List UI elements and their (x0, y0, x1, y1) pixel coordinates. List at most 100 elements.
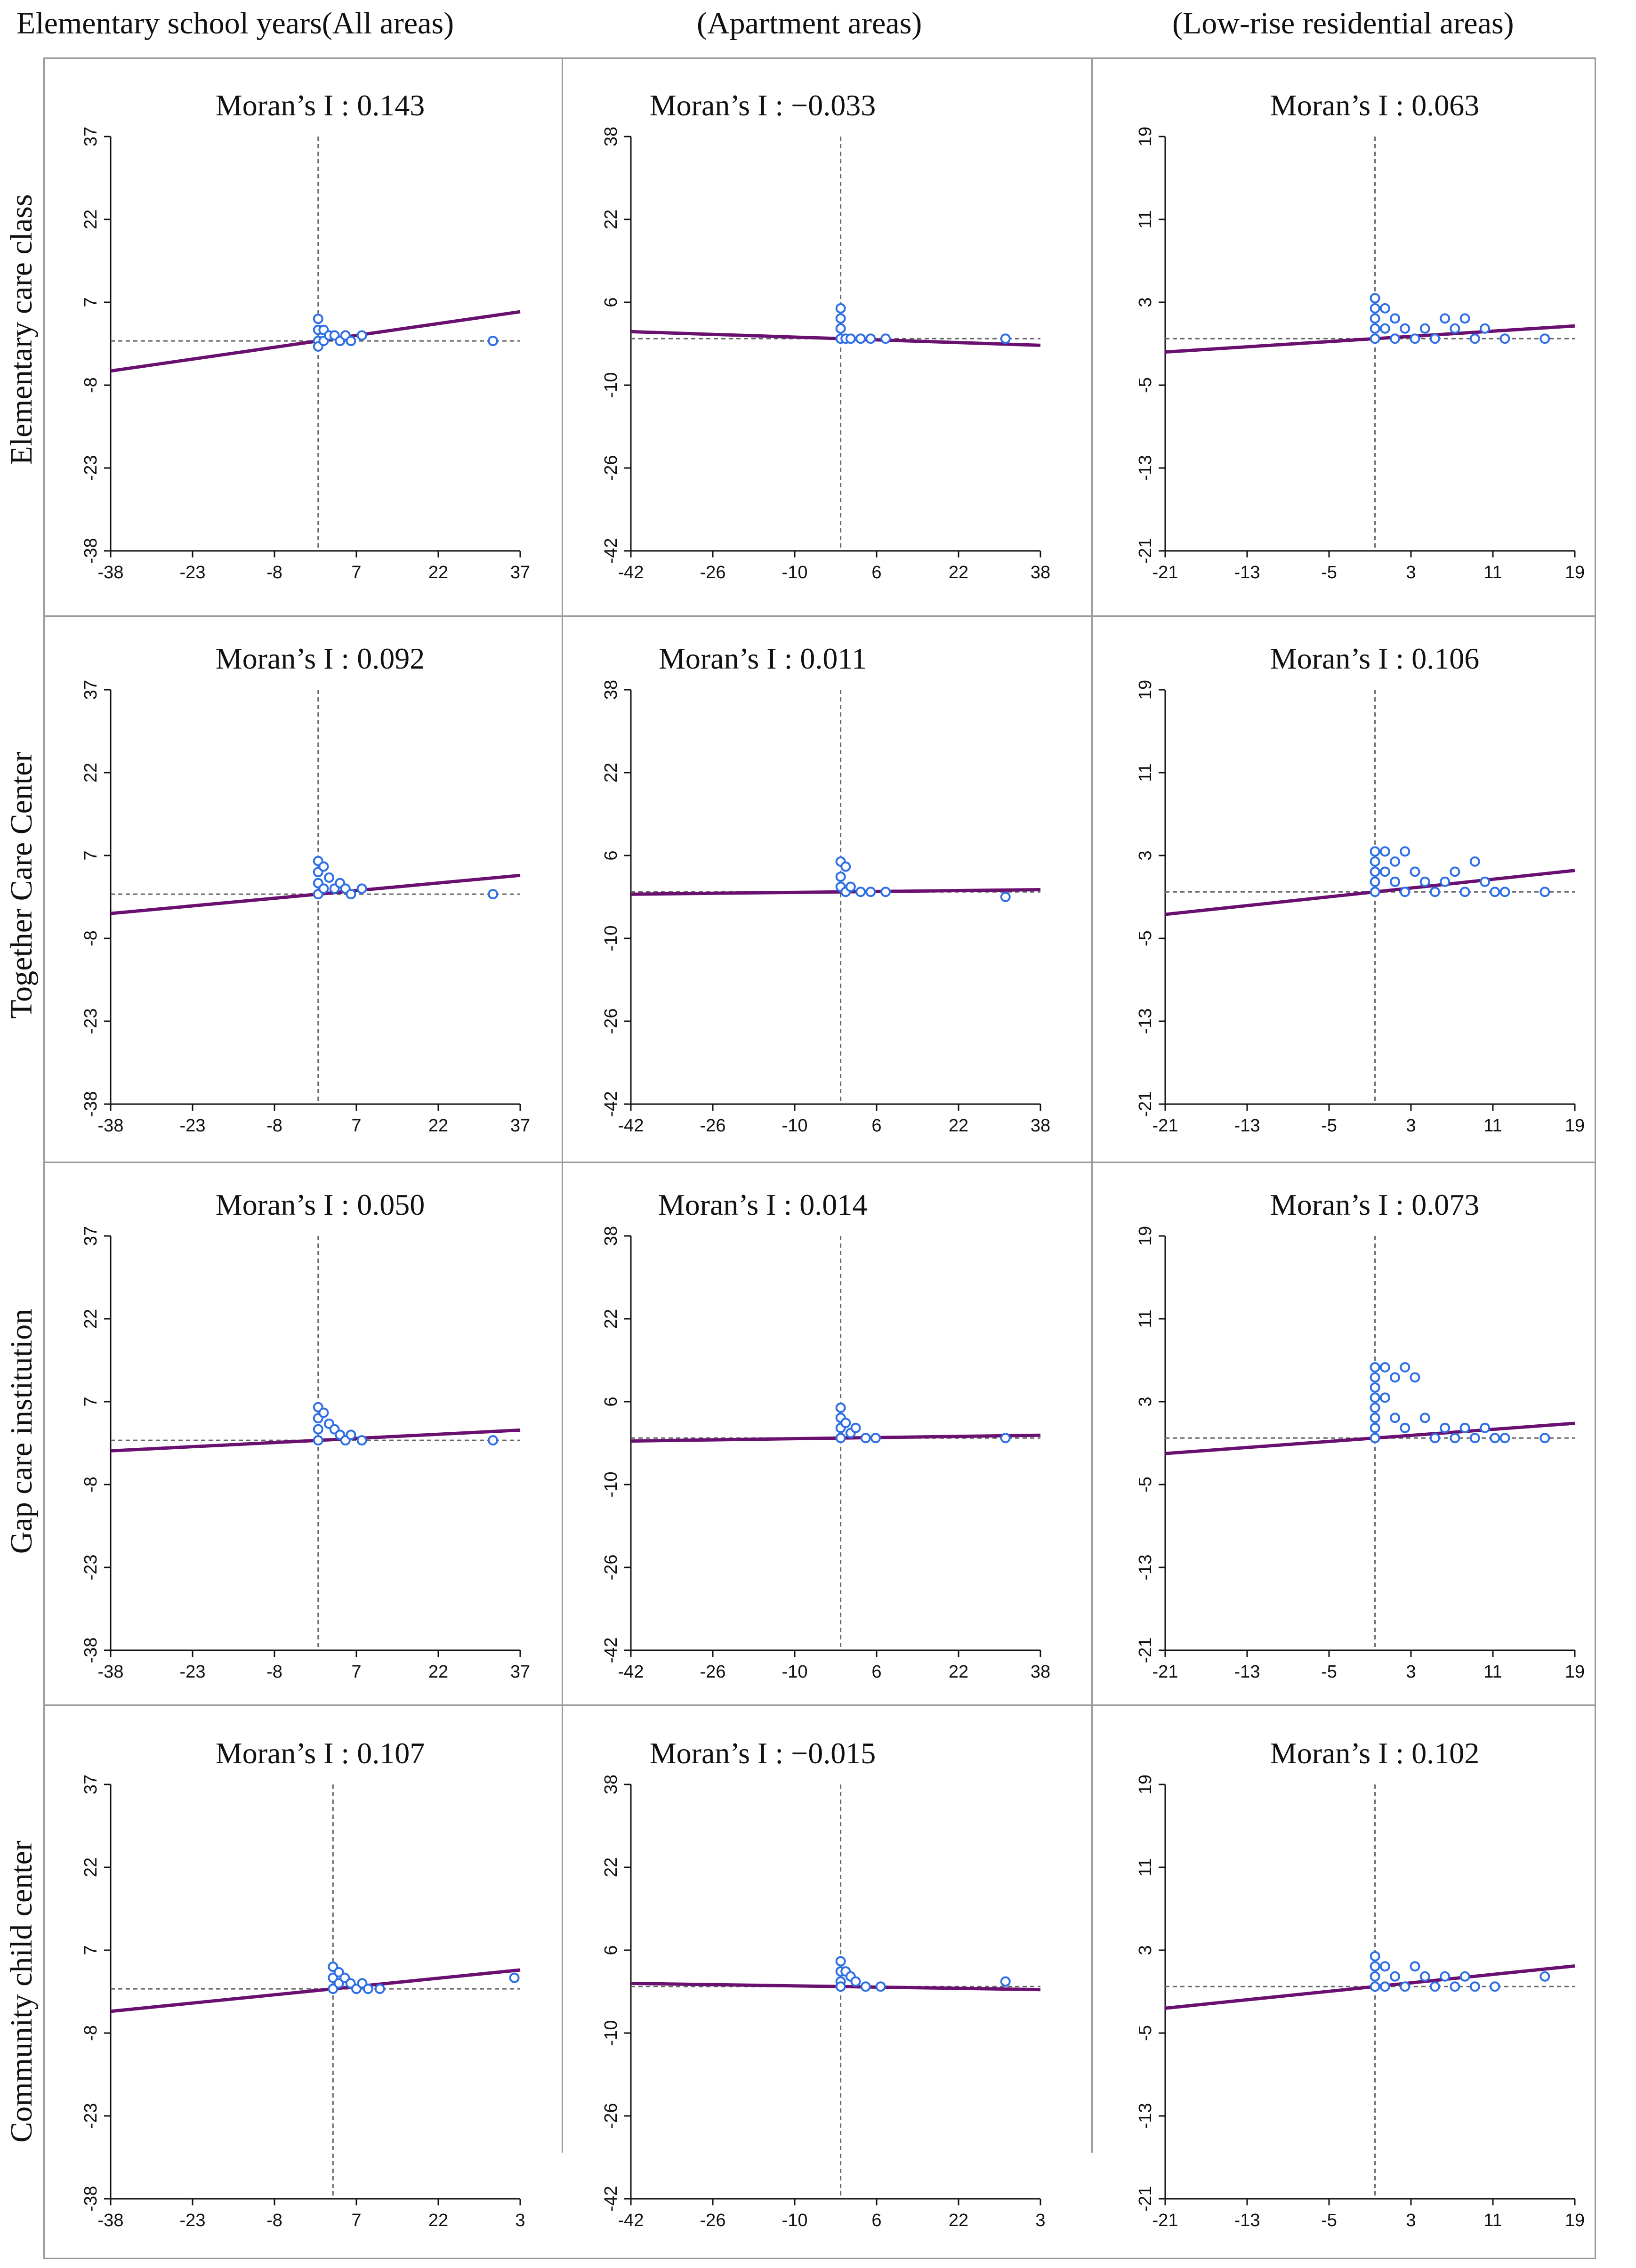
column-header-low-rise-areas: (Low-rise residential areas) (1172, 6, 1514, 40)
data-point (1490, 887, 1500, 897)
data-point (356, 330, 367, 341)
moran-plot-r2-c2: Moran’s I : 0.073 -21 -13 -5 3 11 19 -21 -13 -5 3 1… (1136, 1188, 1585, 1682)
x-tick-label: 38 (1031, 1662, 1050, 1682)
data-point (865, 333, 876, 344)
y-tick-label: 22 (601, 763, 621, 783)
column-header-all-areas: Elementary school years(All areas) (16, 6, 454, 40)
moran-i-title: Moran’s I : 0.092 (216, 642, 425, 675)
moran-i-title: Moran’s I : 0.106 (1270, 642, 1479, 675)
moran-plot-r3-c1: Moran’s I : −0.015 -42 -26 -10 6 22 3 -42 -26 -10… (601, 1736, 1046, 2230)
x-tick-label: 11 (1483, 2211, 1502, 2230)
data-point (835, 1956, 846, 1967)
moran-plot-r2-c0: Moran’s I : 0.050 -38 -23 -8 7 22 37 -38 -23 -8 7 2… (81, 1188, 530, 1682)
data-point (1450, 866, 1460, 877)
figure-frame (43, 57, 1596, 2259)
x-tick-label: -42 (618, 2211, 644, 2230)
data-point (1370, 1402, 1380, 1413)
x-tick-label: -8 (266, 1662, 282, 1682)
x-tick-label: 7 (351, 2211, 361, 2230)
data-point (835, 303, 846, 314)
data-point (1410, 866, 1420, 877)
x-tick-label: -23 (180, 2211, 206, 2230)
y-tick-label: 6 (601, 1945, 621, 1955)
data-point (374, 1984, 385, 1994)
data-point (835, 1433, 846, 1444)
column-header-apartment-areas: (Apartment areas) (697, 6, 922, 40)
row-separator-1 (43, 615, 1596, 617)
data-point (1379, 1981, 1390, 1992)
y-tick-label: -26 (601, 2103, 621, 2129)
y-tick-label: 3 (1136, 850, 1155, 860)
data-point (1490, 1981, 1500, 1992)
data-point (1450, 323, 1460, 334)
data-point (1370, 1412, 1380, 1423)
data-point (1379, 303, 1390, 314)
moran-i-title: Moran’s I : 0.102 (1270, 1736, 1479, 1770)
data-point (509, 1972, 520, 1983)
y-tick-label: -38 (81, 1091, 101, 1117)
moran-plot-r1-c0: Moran’s I : 0.092 -38 -23 -8 7 22 37 -38 -23 -8 7 2… (81, 642, 530, 1136)
x-tick-label: 19 (1565, 2211, 1585, 2230)
data-point (1469, 1433, 1480, 1444)
data-point (1370, 866, 1380, 877)
y-tick-label: 6 (601, 850, 621, 860)
data-point (1379, 1362, 1390, 1373)
x-tick-label: -38 (98, 2211, 124, 2230)
x-tick-label: -21 (1152, 2211, 1178, 2230)
data-point (1400, 1362, 1410, 1373)
data-point (1440, 313, 1451, 324)
x-tick-label: 37 (510, 1662, 530, 1682)
moran-plot-r3-c0: Moran’s I : 0.107 -38 -23 -8 7 22 3 -38 -23 -8 7 22… (81, 1736, 525, 2230)
data-point (1379, 846, 1390, 857)
data-point (1390, 876, 1401, 887)
moran-plot-r3-c2: Moran’s I : 0.102 -21 -13 -5 3 11 19 -21 -13 -5 3 1… (1136, 1736, 1585, 2230)
data-point (1459, 313, 1470, 324)
x-tick-label: 7 (351, 563, 361, 582)
data-point (1539, 1971, 1550, 1982)
data-point (1400, 323, 1410, 334)
data-point (356, 1435, 367, 1446)
moran-plot-r1-c1: Moran’s I : 0.011 -42 -26 -10 6 22 38 -42 -26 -10… (601, 642, 1050, 1136)
x-tick-label: -10 (782, 2211, 808, 2230)
y-tick-label: -8 (81, 930, 101, 946)
data-point (1400, 1981, 1410, 1992)
data-point (835, 872, 846, 882)
x-tick-label: -8 (266, 1116, 282, 1136)
column-separator-1 (562, 57, 563, 2153)
moran-plot-r0-c2: Moran’s I : 0.063 -21 -13 -5 3 11 19 -21 -13 -5 3 1… (1136, 89, 1585, 582)
data-point (1469, 333, 1480, 344)
data-point (1539, 887, 1550, 897)
x-tick-label: 3 (1406, 2211, 1416, 2230)
data-point (363, 1984, 373, 1994)
moran-i-title: Moran’s I : 0.014 (658, 1188, 867, 1221)
moran-i-title: Moran’s I : 0.050 (216, 1188, 425, 1221)
y-tick-label: -23 (81, 455, 101, 481)
data-point (1379, 323, 1390, 334)
row-separator-2 (43, 1162, 1596, 1163)
x-tick-label: -42 (618, 1662, 644, 1682)
data-point (1499, 333, 1510, 344)
data-point (1490, 1433, 1500, 1444)
data-point (313, 1435, 323, 1446)
data-point (488, 336, 498, 347)
data-point (1459, 887, 1470, 897)
data-point (835, 1402, 846, 1413)
moran-plot-r1-c2: Moran’s I : 0.106 -21 -13 -5 3 11 19 -21 -13 -5 3 1… (1136, 642, 1585, 1136)
data-point (313, 1424, 323, 1435)
data-point (865, 887, 876, 897)
x-tick-label: 22 (428, 2211, 448, 2230)
data-point (1440, 1422, 1451, 1433)
y-tick-label: -21 (1136, 538, 1155, 564)
x-tick-label: -5 (1321, 563, 1337, 582)
data-point (875, 1981, 886, 1992)
x-tick-label: -13 (1234, 2211, 1260, 2230)
data-point (860, 1981, 871, 1992)
y-tick-label: -13 (1136, 1555, 1155, 1581)
x-tick-label: 3 (1406, 563, 1416, 582)
data-point (1370, 846, 1380, 857)
y-tick-label: 7 (81, 850, 101, 860)
data-point (356, 883, 367, 894)
x-tick-label: -26 (700, 563, 726, 582)
y-tick-label: -21 (1136, 2186, 1155, 2212)
x-tick-label: -21 (1152, 563, 1178, 582)
